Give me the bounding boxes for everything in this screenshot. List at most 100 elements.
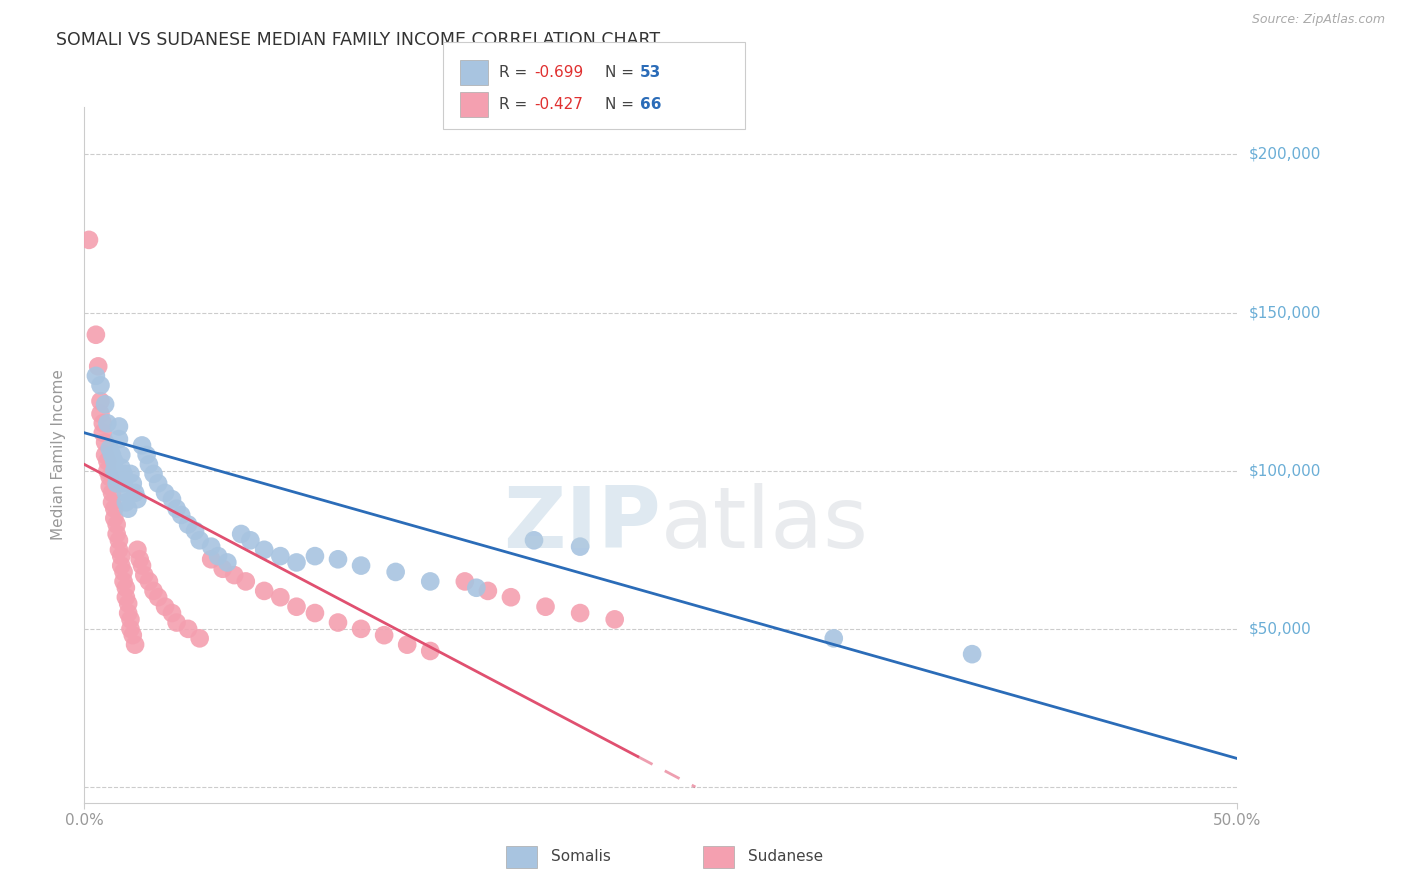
Point — [108, 533, 131, 548]
Point — [89, 378, 111, 392]
Point — [396, 638, 419, 652]
Point — [105, 517, 128, 532]
Point — [166, 501, 188, 516]
Point — [94, 397, 117, 411]
Point — [84, 368, 107, 383]
Point — [108, 432, 131, 446]
Point — [134, 568, 156, 582]
Point — [142, 583, 165, 598]
Point — [419, 644, 441, 658]
Point — [603, 612, 626, 626]
Point — [131, 558, 153, 573]
Text: $200,000: $200,000 — [1249, 147, 1320, 162]
Point — [112, 574, 135, 589]
Text: N =: N = — [605, 97, 638, 112]
Text: $150,000: $150,000 — [1249, 305, 1320, 320]
Point — [103, 511, 125, 525]
Point — [115, 486, 138, 500]
Point — [285, 599, 308, 614]
Text: -0.427: -0.427 — [534, 97, 583, 112]
Point — [569, 540, 592, 554]
Point — [211, 562, 233, 576]
Point — [120, 622, 142, 636]
Text: 66: 66 — [640, 97, 661, 112]
Text: -0.699: -0.699 — [534, 65, 583, 80]
Text: $50,000: $50,000 — [1249, 622, 1312, 636]
Point — [224, 568, 246, 582]
Point — [117, 606, 139, 620]
Text: N =: N = — [605, 65, 638, 80]
Point — [120, 467, 142, 481]
Text: R =: R = — [499, 97, 533, 112]
Point — [108, 419, 131, 434]
Point — [117, 597, 139, 611]
Text: atlas: atlas — [661, 483, 869, 566]
Point — [103, 501, 125, 516]
Point — [253, 583, 276, 598]
Point — [350, 558, 373, 573]
Text: R =: R = — [499, 65, 533, 80]
Point — [127, 492, 149, 507]
Point — [304, 606, 326, 620]
Point — [200, 552, 222, 566]
Point — [160, 606, 183, 620]
Point — [105, 476, 128, 491]
Y-axis label: Median Family Income: Median Family Income — [51, 369, 66, 541]
Text: ZIP: ZIP — [503, 483, 661, 566]
Point — [235, 574, 257, 589]
Point — [110, 448, 132, 462]
Point — [108, 542, 131, 557]
Point — [128, 552, 150, 566]
Text: Sudanese: Sudanese — [748, 849, 823, 864]
Point — [823, 632, 845, 646]
Point — [373, 628, 395, 642]
Point — [188, 632, 211, 646]
Point — [112, 467, 135, 481]
Point — [131, 438, 153, 452]
Point — [105, 470, 128, 484]
Point — [117, 501, 139, 516]
Point — [124, 638, 146, 652]
Point — [146, 476, 169, 491]
Point — [110, 549, 132, 563]
Point — [217, 556, 239, 570]
Point — [96, 417, 118, 431]
Point — [121, 628, 143, 642]
Point — [384, 565, 406, 579]
Point — [84, 327, 107, 342]
Point — [89, 394, 111, 409]
Point — [103, 464, 125, 478]
Point — [98, 479, 121, 493]
Point — [89, 407, 111, 421]
Point — [127, 542, 149, 557]
Point — [110, 460, 132, 475]
Point — [94, 435, 117, 450]
Point — [231, 527, 253, 541]
Point — [477, 583, 499, 598]
Point — [569, 606, 592, 620]
Point — [135, 448, 157, 462]
Point — [77, 233, 100, 247]
Point — [200, 540, 222, 554]
Point — [207, 549, 229, 563]
Point — [326, 615, 349, 630]
Text: $100,000: $100,000 — [1249, 463, 1320, 478]
Point — [523, 533, 546, 548]
Point — [153, 486, 176, 500]
Text: SOMALI VS SUDANESE MEDIAN FAMILY INCOME CORRELATION CHART: SOMALI VS SUDANESE MEDIAN FAMILY INCOME … — [56, 31, 661, 49]
Point — [91, 417, 114, 431]
Point — [499, 591, 522, 605]
Point — [419, 574, 441, 589]
Point — [112, 565, 135, 579]
Point — [91, 425, 114, 440]
Point — [138, 458, 160, 472]
Point — [105, 527, 128, 541]
Point — [350, 622, 373, 636]
Point — [166, 615, 188, 630]
Point — [534, 599, 557, 614]
Point — [112, 476, 135, 491]
Text: 53: 53 — [640, 65, 661, 80]
Text: Somalis: Somalis — [551, 849, 612, 864]
Point — [160, 492, 183, 507]
Point — [101, 495, 124, 509]
